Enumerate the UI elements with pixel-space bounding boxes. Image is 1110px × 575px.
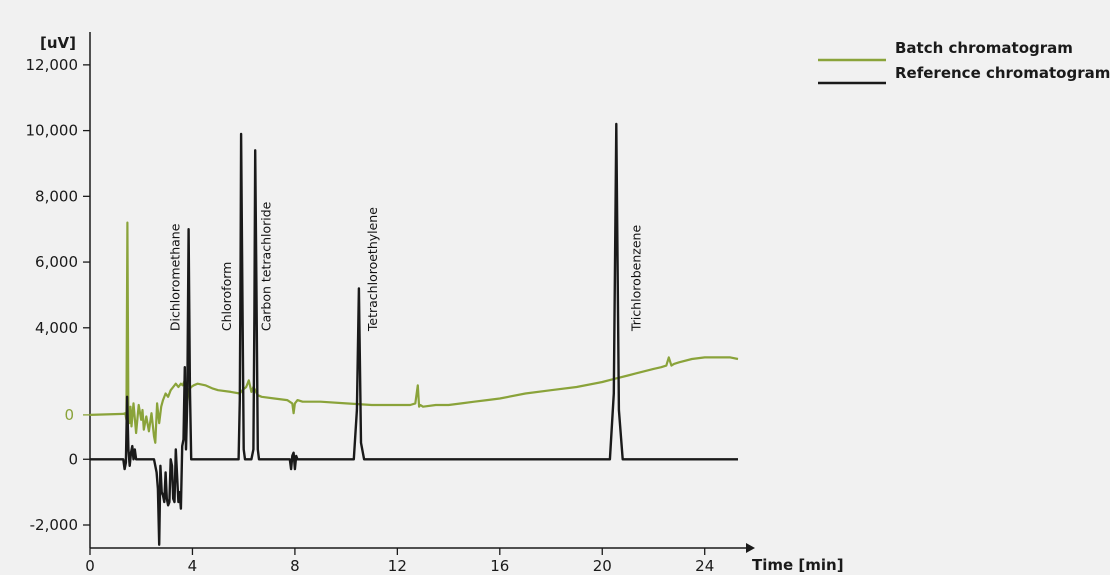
y-tick-label: 12,000 (26, 56, 79, 74)
y-tick-label: 10,000 (26, 122, 79, 140)
x-tick-label: 12 (388, 557, 407, 575)
x-ticks: 0 4 8 12 16 20 24 (85, 548, 714, 575)
series-line-reference (90, 122, 738, 546)
peak-label: Chloroform (219, 262, 234, 331)
y-tick-label: 0 (68, 450, 78, 468)
y-axis-title: [uV] (40, 34, 76, 52)
peak-label: Dichloromethane (168, 223, 183, 331)
x-tick-label: 24 (695, 557, 714, 575)
x-axis-arrow (746, 543, 755, 553)
peak-labels: Dichloromethane Chloroform Carbon tetrachl… (168, 201, 644, 332)
axes (89, 32, 755, 553)
y-ticks: 12,000 10,000 8,000 6,000 4,000 0 -2,000 0 (26, 56, 90, 534)
x-tick-label: 8 (290, 557, 300, 575)
legend-label-batch: Batch chromatogram (895, 39, 1073, 57)
legend: Batch chromatogram Reference chromatogra… (818, 39, 1110, 85)
x-tick-label: 0 (85, 557, 95, 575)
batch-zero-tick-label: 0 (64, 406, 74, 424)
series-line-batch (89, 221, 739, 444)
x-axis-title: Time [min] (752, 556, 844, 574)
peak-label: Tetrachloroethylene (365, 207, 380, 332)
y-tick-label: 6,000 (35, 253, 78, 271)
y-tick-label: 8,000 (35, 187, 78, 205)
y-tick-label: 4,000 (35, 319, 78, 337)
legend-label-reference: Reference chromatogram (895, 64, 1110, 82)
x-tick-label: 20 (593, 557, 612, 575)
series-layer (89, 122, 739, 546)
x-tick-label: 4 (188, 557, 198, 575)
peak-label: Trichlorobenzene (629, 225, 644, 333)
peak-label: Carbon tetrachloride (259, 201, 274, 331)
y-tick-label: -2,000 (30, 516, 78, 534)
x-tick-label: 16 (490, 557, 509, 575)
